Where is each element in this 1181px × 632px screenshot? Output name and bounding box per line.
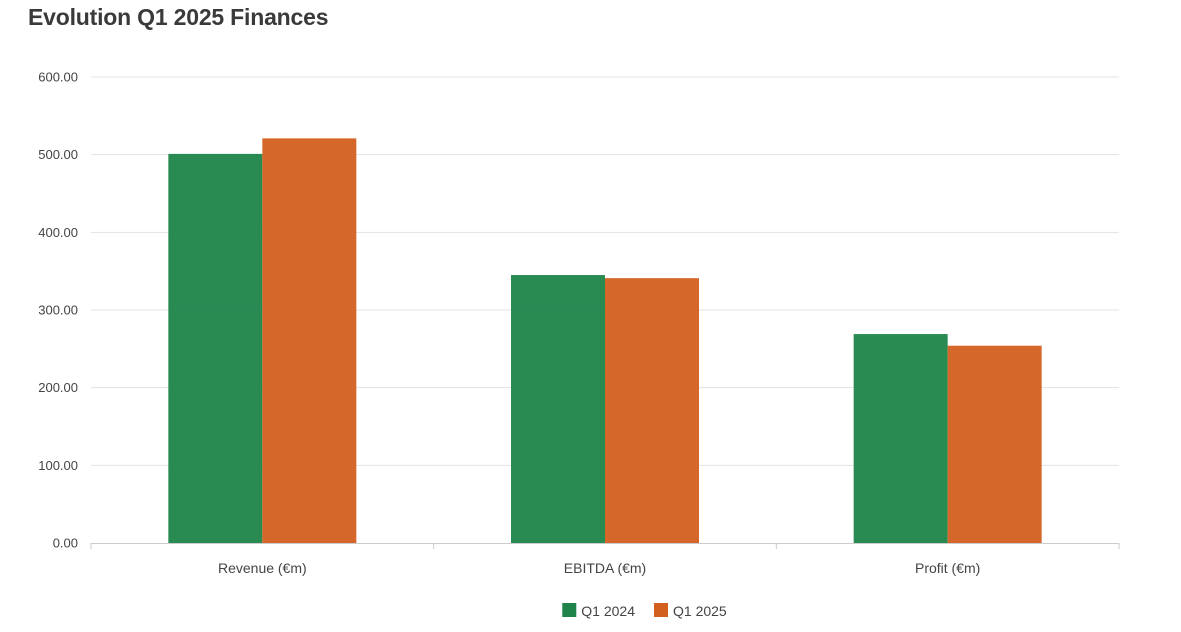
legend-item[interactable]: Q1 2025 xyxy=(654,603,727,619)
y-tick-label: 500.00 xyxy=(38,147,78,162)
bars xyxy=(168,138,1042,543)
x-category-label: Profit (€m) xyxy=(915,560,980,576)
legend-swatch xyxy=(654,603,668,617)
x-axis-categories: Revenue (€m) EBITDA (€m) Profit (€m) xyxy=(218,560,980,576)
bar[interactable] xyxy=(511,275,605,543)
x-axis xyxy=(90,543,1120,549)
y-tick-label: 600.00 xyxy=(38,70,78,85)
bar[interactable] xyxy=(853,334,948,543)
x-category-label: Revenue (€m) xyxy=(218,560,307,576)
y-axis-ticks: 0.00 100.00 200.00 300.00 400.00 500.00 600.00 xyxy=(38,70,78,551)
y-tick-label: 100.00 xyxy=(38,458,78,473)
chart-title: Evolution Q1 2025 Finances xyxy=(28,4,329,30)
legend-swatch xyxy=(562,603,577,617)
legend-label: Q1 2025 xyxy=(673,603,727,619)
y-tick-label: 400.00 xyxy=(38,225,78,240)
bar[interactable] xyxy=(947,345,1042,543)
y-tick-label: 300.00 xyxy=(38,303,78,318)
legend[interactable]: Q1 2024 Q1 2025 xyxy=(562,603,727,619)
x-category-label: EBITDA (€m) xyxy=(564,560,646,576)
legend-label: Q1 2024 xyxy=(581,603,635,619)
bar[interactable] xyxy=(262,138,357,543)
bar[interactable] xyxy=(168,153,263,543)
y-tick-label: 200.00 xyxy=(38,380,78,395)
y-tick-label: 0.00 xyxy=(53,536,78,551)
legend-item[interactable]: Q1 2024 xyxy=(562,603,635,619)
bar[interactable] xyxy=(605,278,699,543)
